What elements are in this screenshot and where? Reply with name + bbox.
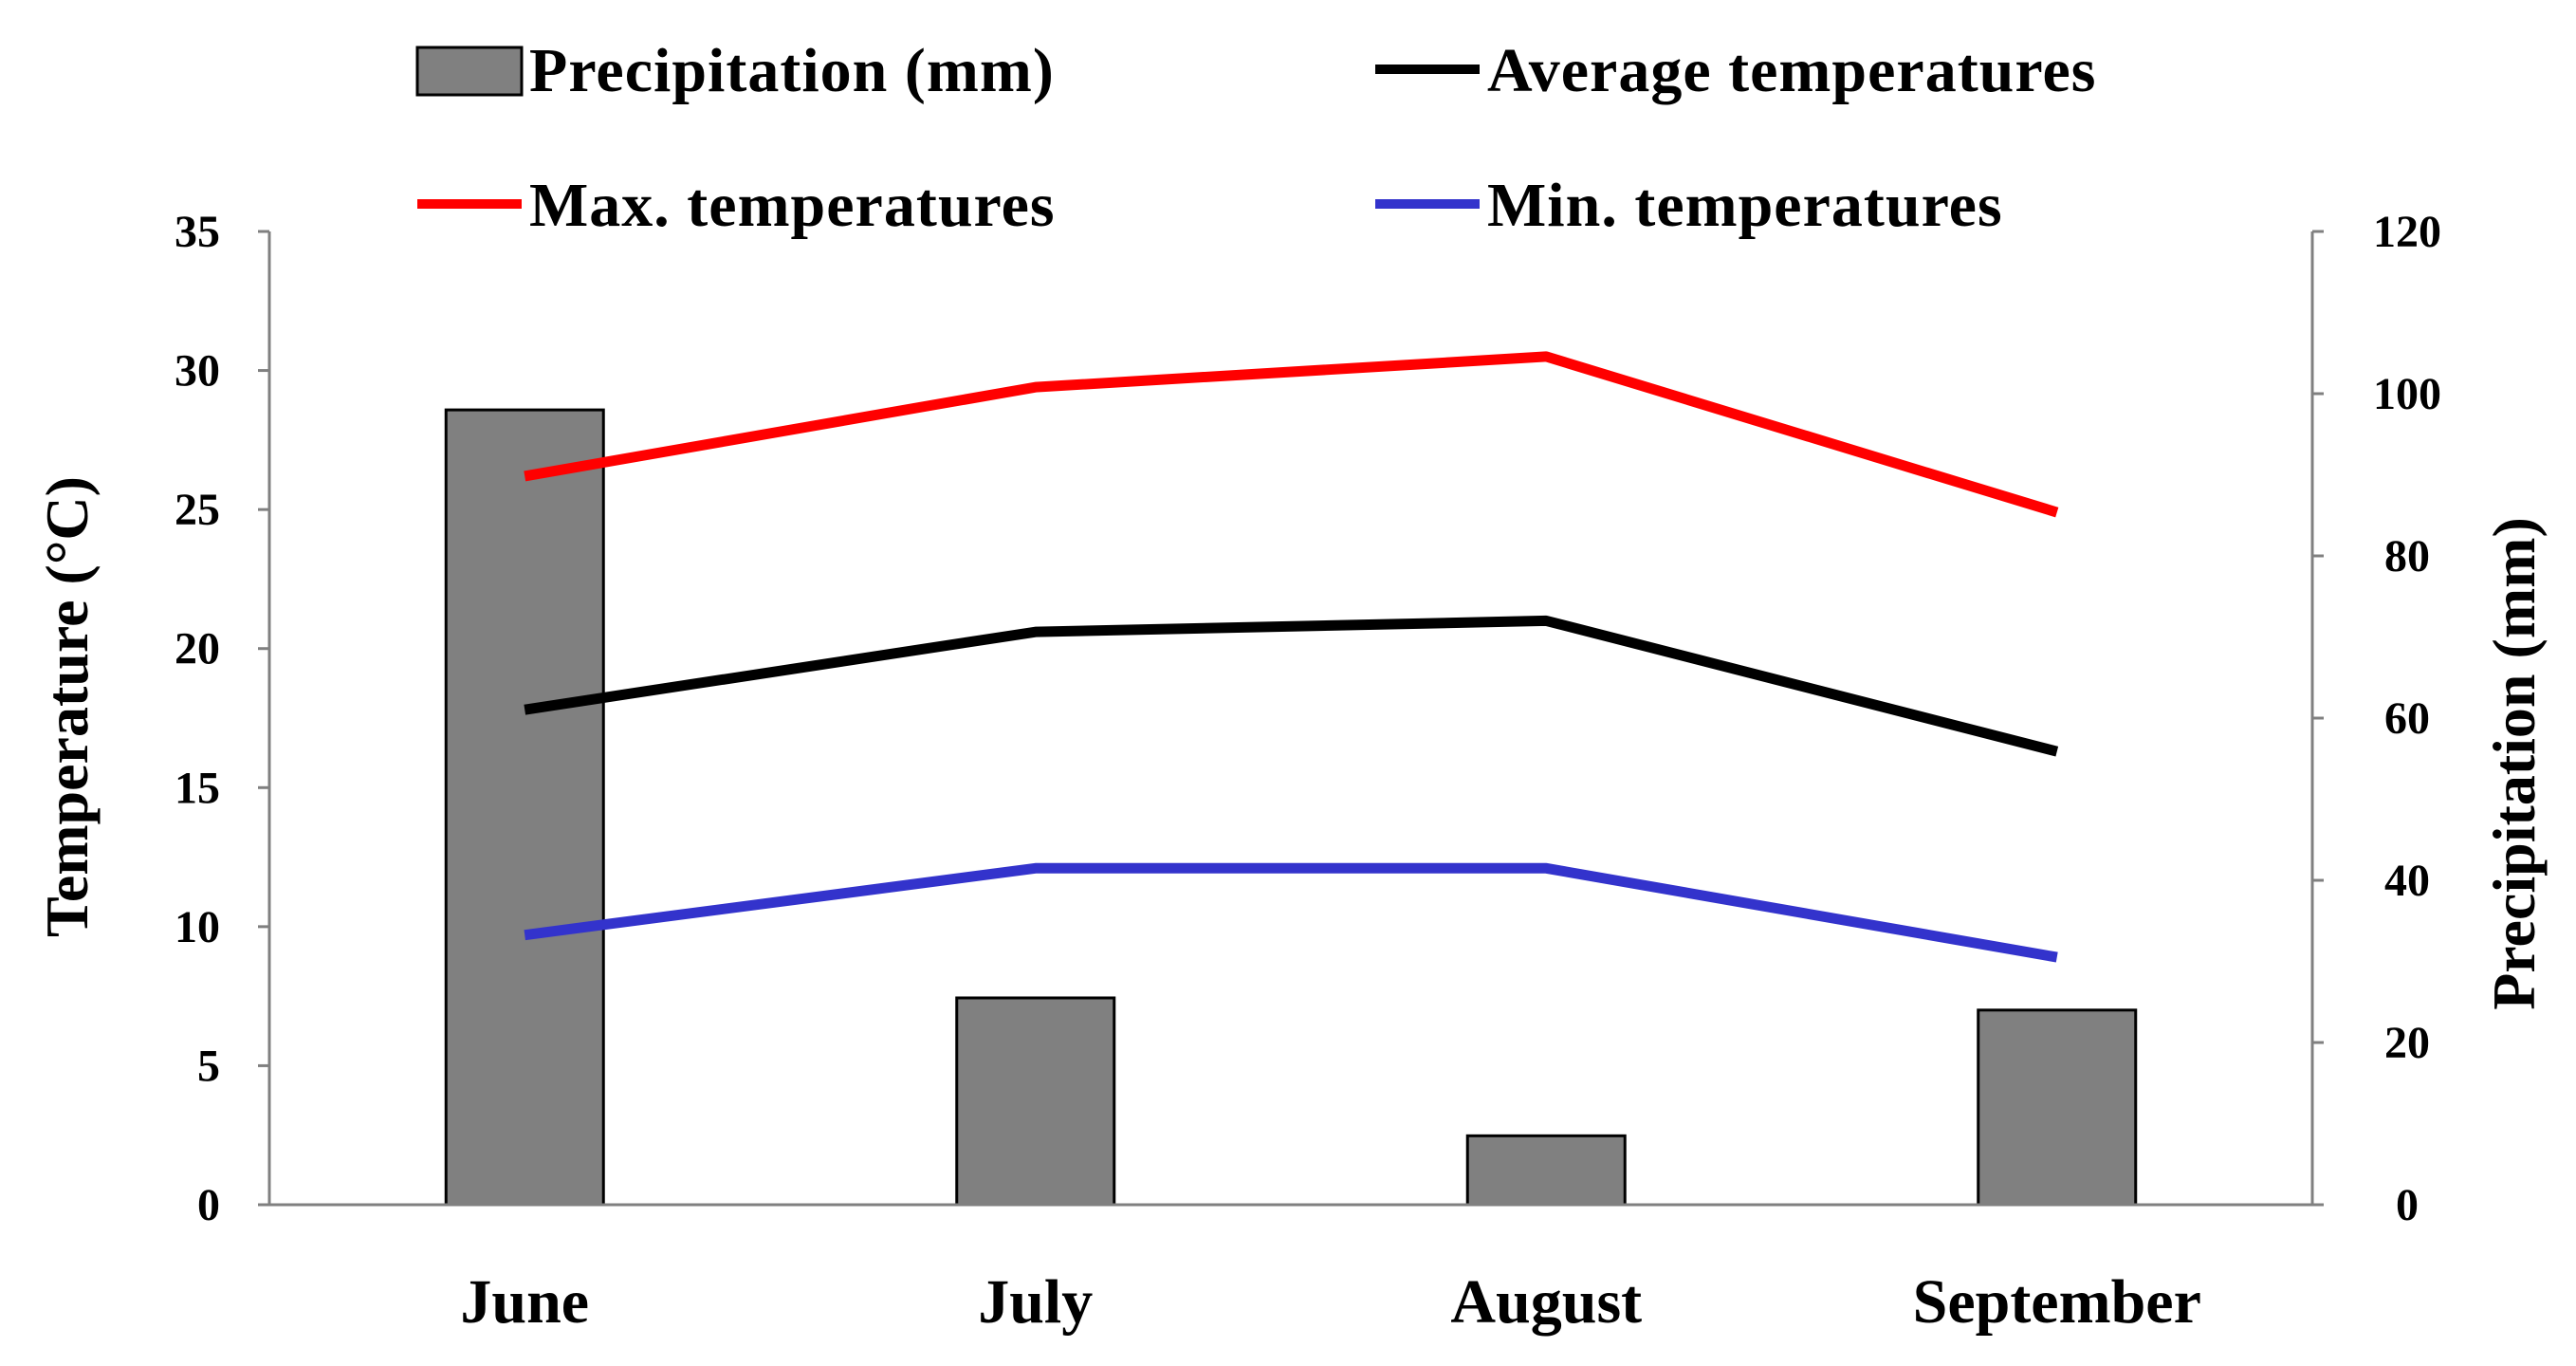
left-tick-label: 30: [175, 346, 220, 397]
right-axis-ticks: 0 20 40 60 80 100 120: [2312, 207, 2441, 1230]
precipitation-bars: [444, 408, 2138, 1207]
precipitation-bar-august: [1465, 1134, 1627, 1207]
category-label-september: September: [1913, 1267, 2201, 1337]
right-tick-label: 120: [2373, 207, 2441, 257]
left-tick-label: 0: [197, 1180, 220, 1230]
left-axis-title: Temperature (°C): [33, 476, 101, 937]
right-axis-title: Precipitation (mm): [2480, 517, 2548, 1010]
right-tick-label: 80: [2384, 531, 2430, 581]
precipitation-bar-september: [1977, 1008, 2138, 1207]
legend-label-max: Max. temperatures: [529, 171, 1056, 240]
left-tick-label: 25: [175, 485, 220, 535]
legend-label-min: Min. temperatures: [1487, 171, 2003, 240]
right-tick-label: 100: [2373, 369, 2441, 419]
legend-label-average: Average temperatures: [1487, 36, 2096, 105]
series-line-average: [524, 615, 2059, 757]
legend: Precipitation (mm) Average temperatures …: [415, 36, 2096, 240]
category-label-june: June: [460, 1267, 589, 1337]
right-tick-label: 20: [2384, 1018, 2430, 1068]
left-tick-label: 5: [197, 1041, 220, 1091]
legend-label-precipitation: Precipitation (mm): [529, 36, 1055, 105]
right-tick-label: 60: [2384, 693, 2430, 744]
category-labels: June July August September: [460, 1267, 2200, 1337]
temperature-lines: [524, 351, 2059, 963]
left-axis-ticks: 0 5 10 15 20 25 30 35: [175, 207, 269, 1230]
precipitation-bar-june: [444, 408, 605, 1207]
left-tick-label: 35: [175, 207, 220, 257]
right-tick-label: 40: [2384, 856, 2430, 906]
series-line-max: [524, 351, 2059, 518]
right-tick-label: 0: [2396, 1180, 2419, 1230]
category-label-august: August: [1450, 1267, 1642, 1337]
left-tick-label: 15: [175, 763, 220, 813]
precipitation-bar-july: [955, 996, 1116, 1207]
legend-swatch-precipitation: [415, 46, 524, 97]
left-tick-label: 10: [175, 902, 220, 952]
series-line-min: [524, 862, 2058, 963]
category-label-july: July: [978, 1267, 1093, 1337]
left-tick-label: 20: [175, 624, 220, 674]
